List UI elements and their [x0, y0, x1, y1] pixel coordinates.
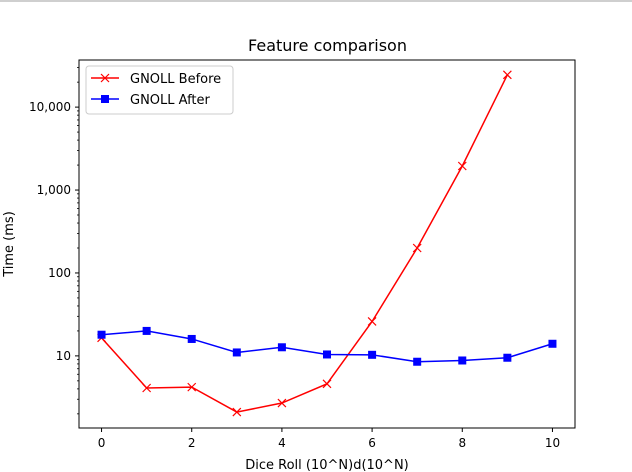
data-point-gnoll-after: [413, 357, 422, 366]
data-point-gnoll-after: [503, 353, 512, 362]
data-point-gnoll-before: [232, 407, 242, 417]
legend-box: [85, 65, 234, 115]
data-point-gnoll-after: [458, 356, 467, 365]
legend-swatch-marker: [100, 73, 110, 83]
data-point-gnoll-before: [322, 379, 332, 389]
data-point-gnoll-after: [142, 326, 151, 335]
data-point-gnoll-after: [277, 343, 286, 352]
data-point-gnoll-before: [457, 161, 467, 171]
data-point-gnoll-after: [548, 339, 557, 348]
window-top-border: [0, 0, 632, 2]
data-point-gnoll-before: [502, 70, 512, 80]
chart-title: Feature comparison: [248, 36, 407, 55]
data-point-gnoll-before: [142, 383, 152, 393]
y-tick-label: 10: [56, 349, 71, 363]
legend-swatch-marker: [101, 95, 109, 103]
x-tick-label: 4: [278, 436, 286, 450]
data-point-gnoll-before: [187, 382, 197, 392]
legend-entry-gnoll-before: GNOLL Before: [91, 72, 221, 87]
plot-area: [78, 59, 576, 429]
series-layer: [97, 70, 557, 417]
x-axis-ticks: 0 2 4 6 8 10: [98, 428, 560, 450]
data-point-gnoll-after: [323, 350, 331, 359]
data-point-gnoll-before: [412, 243, 422, 253]
y-axis-ticks: 10 100 1,000 10,000: [29, 67, 79, 415]
x-tick-label: 2: [188, 436, 196, 450]
y-tick-label: 10,000: [29, 100, 71, 114]
data-point-gnoll-after: [97, 330, 106, 339]
legend: GNOLL Before GNOLL After: [85, 65, 234, 115]
x-tick-label: 0: [98, 436, 106, 450]
legend-entry-gnoll-after: GNOLL After: [91, 93, 211, 108]
legend-label: GNOLL After: [130, 93, 211, 108]
data-point-gnoll-before: [277, 398, 287, 408]
y-tick-label: 100: [48, 266, 71, 280]
y-tick-label: 1,000: [37, 183, 71, 197]
y-axis-label: Time (ms): [2, 211, 17, 278]
data-point-gnoll-after: [232, 348, 241, 357]
legend-label: GNOLL Before: [130, 72, 221, 87]
data-point-gnoll-after: [187, 334, 196, 343]
x-tick-label: 8: [458, 436, 466, 450]
x-axis-label: Dice Roll (10^N)d(10^N): [245, 458, 409, 472]
data-point-gnoll-before: [367, 317, 377, 326]
data-point-gnoll-after: [368, 350, 377, 359]
x-tick-label: 6: [368, 436, 376, 450]
x-tick-label: 10: [545, 436, 560, 450]
series-line-gnoll-before: [100, 74, 509, 413]
